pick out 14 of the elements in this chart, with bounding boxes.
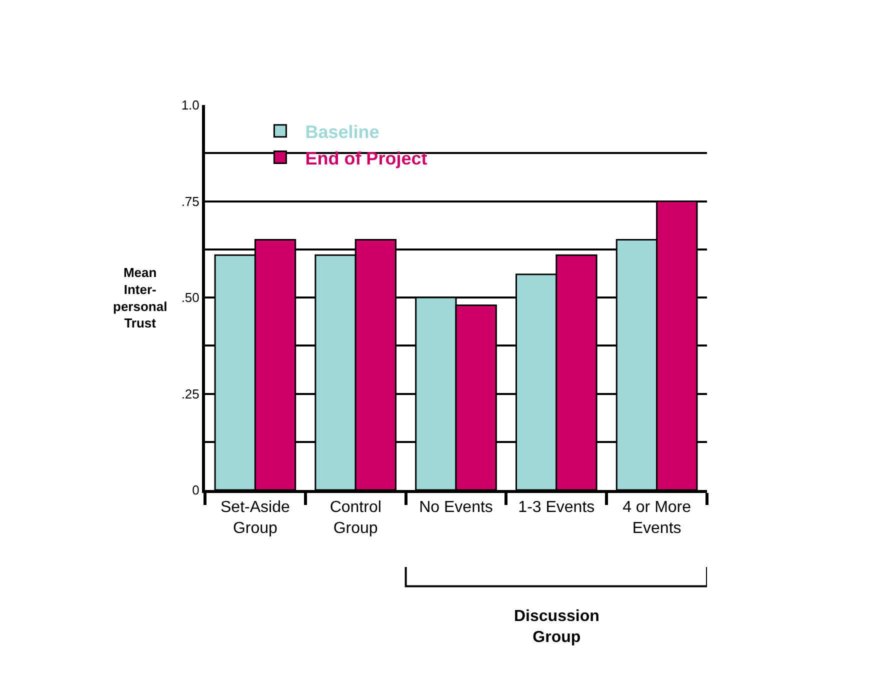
y-tick-label: 0 <box>192 482 200 498</box>
y-tick-label: .50 <box>181 290 200 306</box>
y-tick-label: .25 <box>181 386 200 402</box>
x-tick-label: 4 or More Events <box>622 499 692 537</box>
y-axis-title: Mean Inter- personal Trust <box>113 265 168 331</box>
legend-label: End of Project <box>305 148 428 168</box>
legend-label: Baseline <box>305 122 380 142</box>
x-tick-label: 1-3 Events <box>518 499 595 516</box>
x-tick-label: No Events <box>419 499 493 516</box>
x-tick-label: Set-Aside Group <box>220 499 290 537</box>
y-tick-label: 1.0 <box>181 98 200 113</box>
x-tick-label: Control Group <box>330 499 382 537</box>
y-tick-label: .75 <box>181 194 200 209</box>
text: Discussion Group <box>514 608 600 646</box>
